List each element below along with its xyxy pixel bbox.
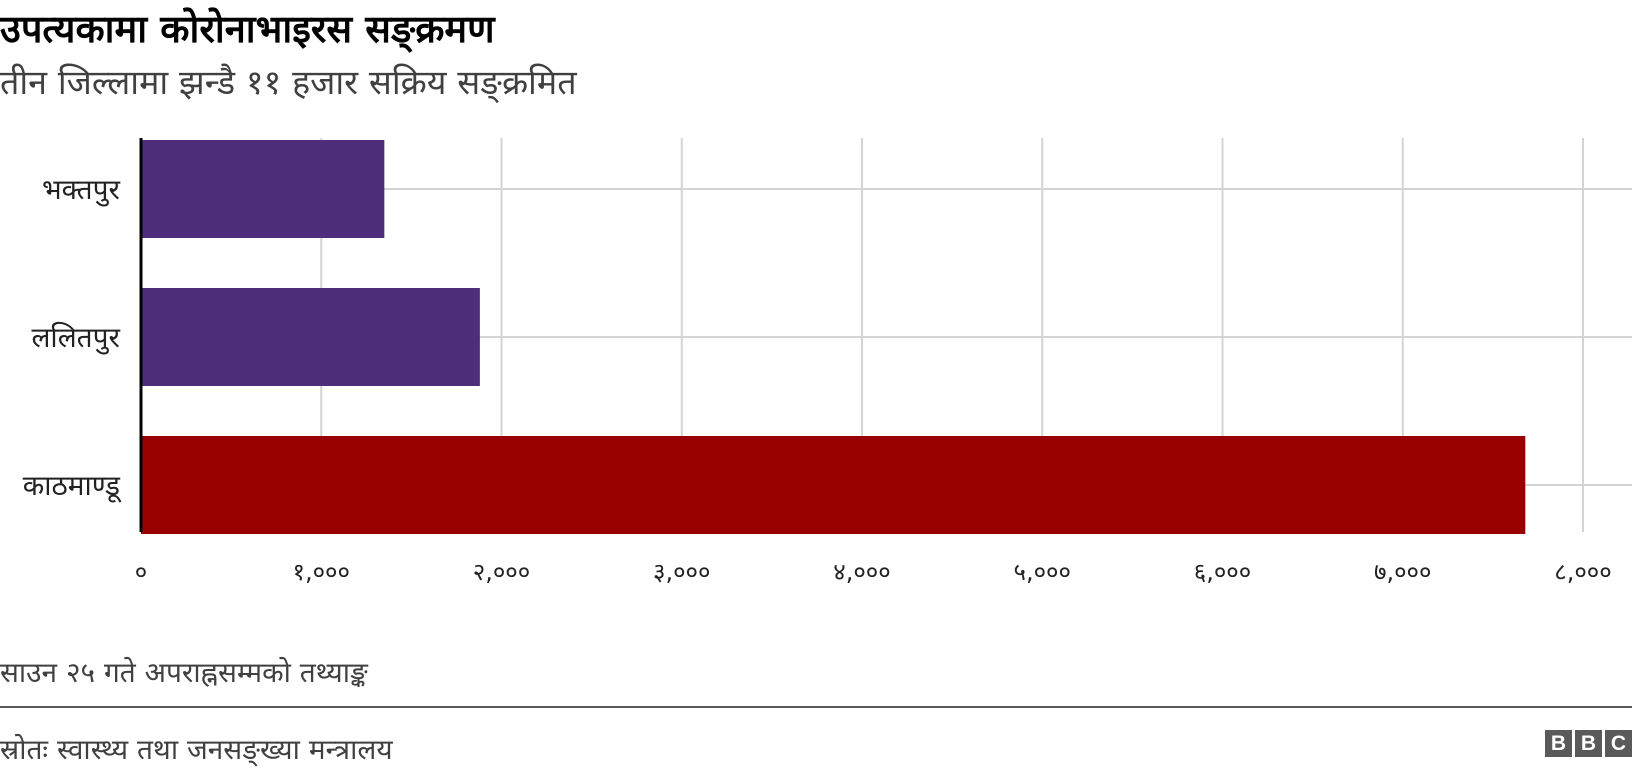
bars	[141, 140, 1526, 534]
chart-subtitle: तीन जिल्लामा झन्डै ११ हजार सक्रिय सङ्क्र…	[0, 63, 577, 103]
bbc-logo-letter: B	[1575, 730, 1602, 757]
x-axis-ticks: ० १,००० २,००० ३,००० ४,००० ५,००० ६,००० ७,००० ८,००…	[135, 558, 1612, 586]
category-label: काठमाण्डू	[23, 469, 122, 503]
x-tick-label: ८,०००	[1554, 558, 1612, 586]
category-label: ललितपुर	[31, 321, 120, 355]
bbc-logo-letter: B	[1545, 730, 1572, 757]
bbc-logo: B B C	[1545, 730, 1632, 757]
x-tick-label: २,०००	[473, 558, 531, 586]
x-tick-label: ४,०००	[833, 558, 891, 586]
x-tick-label: ७,०००	[1374, 558, 1432, 586]
x-tick-label: १,०००	[292, 558, 350, 586]
footer-divider	[0, 706, 1632, 708]
bar	[141, 436, 1526, 534]
category-label: भक्तपुर	[42, 173, 121, 207]
x-tick-label: ६,०००	[1194, 558, 1252, 586]
category-labels: भक्तपुर ललितपुर काठमाण्डू	[23, 173, 122, 503]
bbc-logo-letter: C	[1605, 730, 1632, 757]
chart-title: उपत्यकामा कोरोनाभाइरस सङ्क्रमण	[0, 7, 495, 51]
bar	[141, 288, 480, 386]
bar	[141, 140, 385, 238]
x-tick-label: ०	[135, 558, 147, 586]
x-tick-label: ३,०००	[653, 558, 711, 586]
bar-chart: भक्तपुर ललितपुर काठमाण्डू ० १,००० २,००० ३,०००…	[23, 138, 1632, 586]
data-note: साउन २५ गते अपराह्नसम्मको तथ्याङ्क	[0, 656, 368, 689]
source-text: स्रोतः स्वास्थ्य तथा जनसङ्ख्या मन्त्रालय	[0, 733, 393, 766]
x-tick-label: ५,०००	[1013, 558, 1071, 586]
